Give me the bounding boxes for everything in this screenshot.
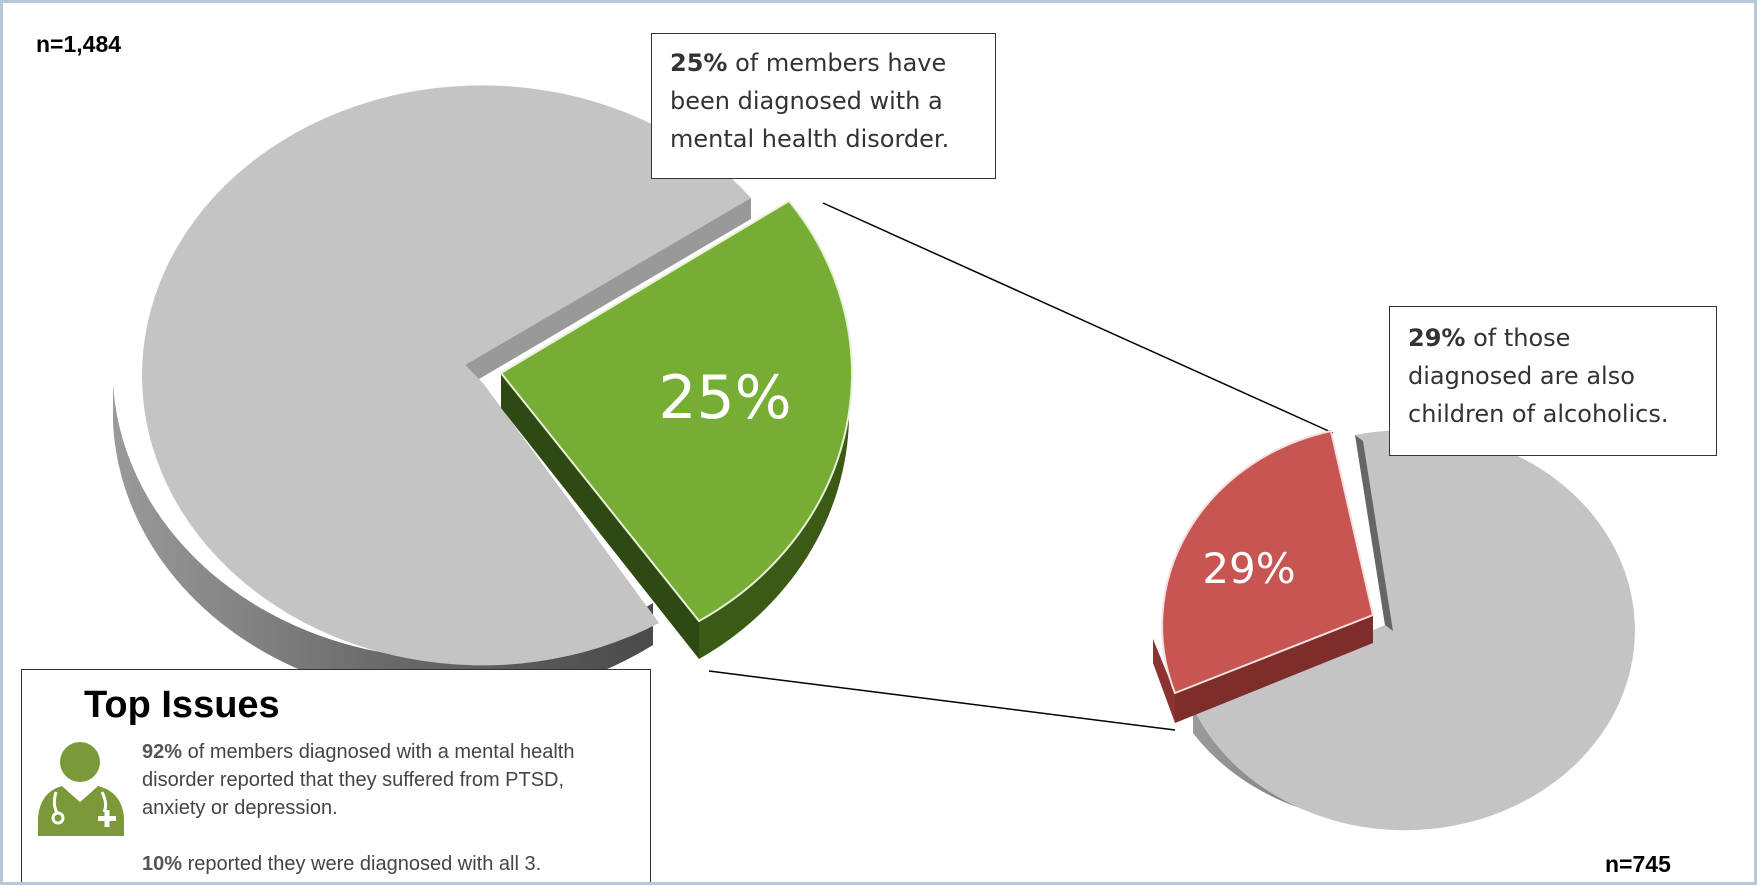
pie1-slice-other (142, 85, 751, 666)
pie1-callout-bold: 25% (670, 49, 728, 77)
pie1: 25% (113, 85, 853, 701)
pie2: 29% (1153, 429, 1635, 831)
pie1-n-label: n=1,484 (36, 31, 122, 57)
pie1-slice-other-side (113, 383, 653, 701)
pie2-n-label: n=745 (1605, 851, 1671, 877)
pie1-slice-label: 25% (658, 363, 791, 433)
pie2-callout: 29% of those diagnosed are also children… (1389, 306, 1717, 456)
pie1-callout-text: of members have been diagnosed with a me… (670, 49, 950, 153)
doctor-icon (38, 742, 124, 836)
top-issues-p2-bold: 10% (142, 853, 183, 875)
top-issues-paragraph-2: 10% reported they were diagnosed with al… (142, 850, 642, 878)
top-issues-p1-text: of members diagnosed with a mental healt… (142, 741, 575, 819)
top-issues-title: Top Issues (84, 684, 280, 726)
top-issues-paragraph-1: 92% of members diagnosed with a mental h… (142, 738, 612, 822)
pie2-callout-text: of those diagnosed are also children of … (1408, 324, 1669, 428)
pie2-slice-label: 29% (1202, 544, 1295, 593)
pie2-slice-main-side (1175, 615, 1373, 723)
top-issues-p2-text: reported they were diagnosed with all 3. (182, 853, 542, 875)
pie2-slice-other-wall (1355, 435, 1393, 631)
pie1-slice-main (499, 199, 853, 623)
pie1-slice-main-side (501, 373, 699, 659)
pie2-callout-bold: 29% (1408, 324, 1466, 352)
pie2-slice-main (1161, 429, 1375, 695)
pie1-slice-other-wall (465, 198, 751, 379)
connector-line-bottom (708, 670, 1176, 731)
pie1-callout: 25% of members have been diagnosed with … (651, 33, 996, 179)
pie2-slice-other (1193, 430, 1635, 831)
pie2-slice-main-side2 (1153, 639, 1175, 723)
pie-charts: 25% 29% (113, 85, 1635, 831)
top-issues-p1-bold: 92% (142, 741, 183, 763)
top-issues-panel: Top Issues 92% of members diagnosed with… (21, 669, 651, 882)
pie1-slice-main-side2 (699, 381, 849, 659)
connector-line-top (822, 202, 1334, 434)
